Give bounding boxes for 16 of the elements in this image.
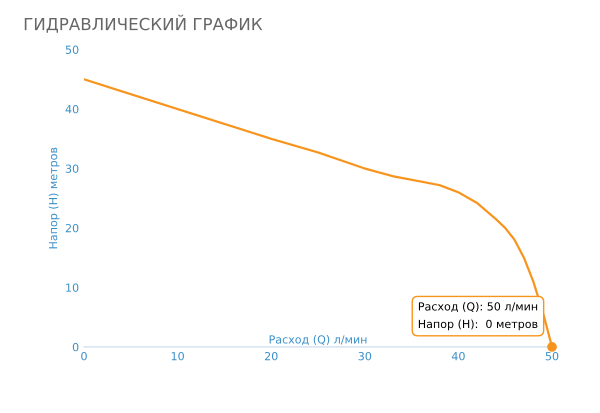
y-tick-label: 30: [66, 164, 78, 173]
x-tick-label: 10: [172, 352, 184, 360]
y-tick-label: 20: [66, 224, 78, 232]
y-tick-label: 50: [66, 46, 78, 54]
y-tick-label: 10: [66, 283, 78, 292]
chart-title: ГИДРАВЛИЧЕСКИЙ ГРАФИК: [24, 14, 262, 33]
annotation: Расход (Q): 50 л/мин Напор (H): 0 метров: [418, 302, 538, 330]
y-axis-title: Напор (H) метров: [48, 148, 60, 248]
y-tick-label: 0: [72, 342, 78, 352]
x-tick-label: 20: [264, 352, 278, 360]
x-tick-label: 40: [452, 352, 465, 360]
x-tick-label: 50: [546, 352, 558, 360]
x-axis-title: Расход (Q) л/мин: [270, 335, 366, 346]
y-tick-label: 40: [66, 105, 78, 114]
x-tick-label: 0: [81, 352, 87, 360]
x-tick-label: 30: [358, 352, 372, 360]
